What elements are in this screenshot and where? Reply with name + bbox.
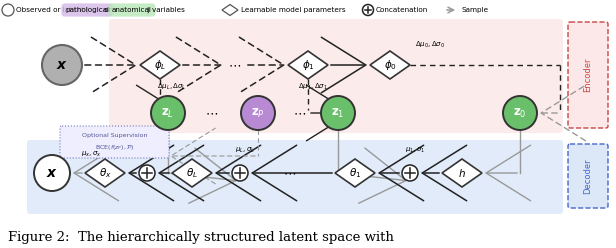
FancyArrowPatch shape xyxy=(252,145,332,201)
Circle shape xyxy=(232,165,248,181)
FancyArrowPatch shape xyxy=(240,37,284,93)
Text: Sample: Sample xyxy=(462,7,489,13)
FancyBboxPatch shape xyxy=(27,140,563,214)
FancyArrowPatch shape xyxy=(216,145,261,201)
FancyBboxPatch shape xyxy=(568,144,608,208)
FancyArrowPatch shape xyxy=(307,85,351,141)
Polygon shape xyxy=(172,159,212,187)
Text: $h$: $h$ xyxy=(458,167,466,179)
FancyArrowPatch shape xyxy=(159,145,204,201)
FancyArrowPatch shape xyxy=(137,85,181,141)
Text: $\mu_x,\sigma_x$: $\mu_x,\sigma_x$ xyxy=(81,150,101,159)
Circle shape xyxy=(503,96,537,130)
Text: anatomical: anatomical xyxy=(112,7,152,13)
Circle shape xyxy=(362,4,373,15)
Text: Encoder: Encoder xyxy=(583,58,593,92)
Circle shape xyxy=(241,96,275,130)
Polygon shape xyxy=(140,51,180,79)
FancyBboxPatch shape xyxy=(109,19,563,133)
Circle shape xyxy=(34,155,70,191)
Text: $\phi_1$: $\phi_1$ xyxy=(302,58,314,72)
Text: $\phi_L$: $\phi_L$ xyxy=(154,58,166,72)
Polygon shape xyxy=(222,4,238,15)
FancyArrowPatch shape xyxy=(422,145,467,201)
Text: $\cdots$: $\cdots$ xyxy=(206,106,219,120)
Circle shape xyxy=(42,45,82,85)
FancyArrowPatch shape xyxy=(85,37,136,93)
Text: $\boldsymbol{x}$: $\boldsymbol{x}$ xyxy=(56,58,68,72)
FancyArrowPatch shape xyxy=(171,128,255,184)
FancyArrowPatch shape xyxy=(541,85,586,141)
Text: Learnable model parameters: Learnable model parameters xyxy=(241,7,346,13)
Text: Concatenation: Concatenation xyxy=(376,7,428,13)
Text: $\mu_1,\sigma_1$: $\mu_1,\sigma_1$ xyxy=(405,146,425,155)
Text: $\mathbf{z}_1$: $\mathbf{z}_1$ xyxy=(331,106,345,120)
FancyArrowPatch shape xyxy=(171,148,236,203)
FancyArrowPatch shape xyxy=(176,37,221,93)
Text: $\boldsymbol{x}$: $\boldsymbol{x}$ xyxy=(46,166,58,180)
Text: ) variables: ) variables xyxy=(147,7,185,13)
FancyArrowPatch shape xyxy=(341,148,406,203)
FancyArrowPatch shape xyxy=(486,145,530,201)
Text: $\theta_1$: $\theta_1$ xyxy=(349,166,361,180)
Text: $\theta_x$: $\theta_x$ xyxy=(99,166,111,180)
Text: $\mathbf{z}_0$: $\mathbf{z}_0$ xyxy=(513,106,527,120)
Polygon shape xyxy=(288,51,328,79)
FancyArrowPatch shape xyxy=(129,145,174,201)
FancyBboxPatch shape xyxy=(60,126,169,158)
Text: pathological: pathological xyxy=(65,7,109,13)
Polygon shape xyxy=(442,159,482,187)
Text: $\cdots$: $\cdots$ xyxy=(283,166,296,180)
Text: $\Delta\mu_0,\Delta\sigma_0$: $\Delta\mu_0,\Delta\sigma_0$ xyxy=(415,40,445,50)
Circle shape xyxy=(139,165,155,181)
Circle shape xyxy=(321,96,355,130)
FancyArrowPatch shape xyxy=(379,145,424,201)
FancyArrowPatch shape xyxy=(322,37,366,93)
Text: Optional Supervision: Optional Supervision xyxy=(83,133,148,138)
Polygon shape xyxy=(85,159,125,187)
Text: $\Delta\mu_1,\Delta\sigma_1$: $\Delta\mu_1,\Delta\sigma_1$ xyxy=(298,82,328,92)
Text: $\mathrm{BCE}(f(z_P),\mathcal{P})$: $\mathrm{BCE}(f(z_P),\mathcal{P})$ xyxy=(95,143,135,152)
Text: Decoder: Decoder xyxy=(583,158,593,194)
Text: $\mu_L,\sigma_L$: $\mu_L,\sigma_L$ xyxy=(235,146,255,155)
Polygon shape xyxy=(335,159,375,187)
FancyArrowPatch shape xyxy=(74,145,118,201)
Circle shape xyxy=(2,4,14,16)
Text: $\phi_0$: $\phi_0$ xyxy=(384,58,397,72)
Circle shape xyxy=(402,165,418,181)
Polygon shape xyxy=(370,51,410,79)
Text: $\cdots$: $\cdots$ xyxy=(293,106,307,120)
Text: $\mathbf{z}_L$: $\mathbf{z}_L$ xyxy=(161,106,174,120)
Text: $\theta_L$: $\theta_L$ xyxy=(186,166,198,180)
Text: Observed or latent (: Observed or latent ( xyxy=(16,7,89,13)
Text: $\Delta\mu_L,\Delta\sigma_L$: $\Delta\mu_L,\Delta\sigma_L$ xyxy=(157,82,187,92)
FancyBboxPatch shape xyxy=(568,22,608,128)
Text: Figure 2:  The hierarchically structured latent space with: Figure 2: The hierarchically structured … xyxy=(8,231,394,245)
Text: or: or xyxy=(102,7,114,13)
Circle shape xyxy=(151,96,185,130)
Text: $\cdots$: $\cdots$ xyxy=(229,59,241,71)
Text: $\mathbf{z}_P$: $\mathbf{z}_P$ xyxy=(251,106,265,120)
